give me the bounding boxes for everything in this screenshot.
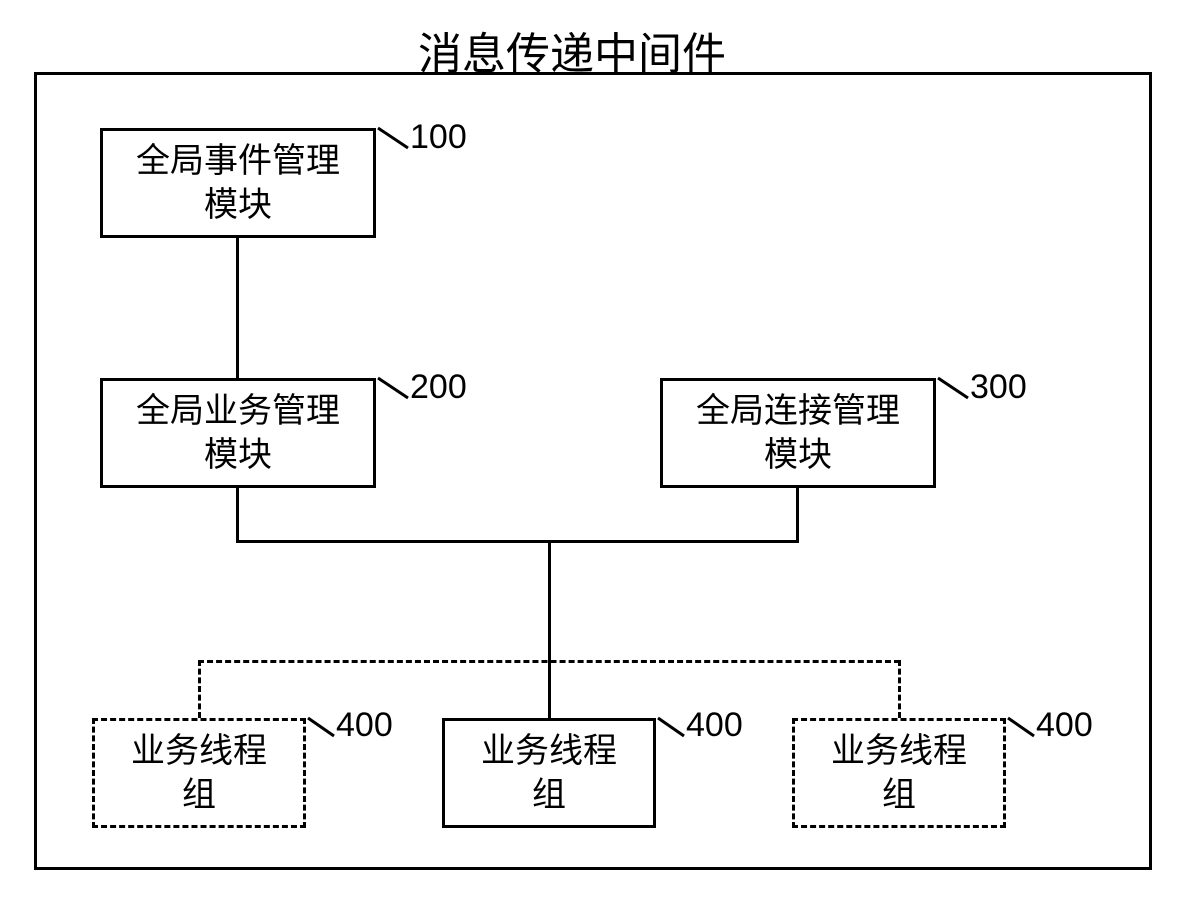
connector [198,660,900,663]
node-text: 业务线程 组 [481,729,617,817]
node-ref-label: 400 [686,706,743,745]
node-n400b: 业务线程 组 [442,718,656,828]
node-ref-label: 200 [410,368,467,407]
connector [198,660,201,718]
connector [236,238,239,378]
node-ref-label: 100 [410,118,467,157]
node-ref-label: 400 [336,706,393,745]
connector [796,488,799,542]
node-text: 业务线程 组 [131,729,267,817]
connector [236,540,799,543]
node-n400a: 业务线程 组 [92,718,306,828]
connector [898,660,901,718]
node-text: 全局业务管理 模块 [136,389,340,477]
node-n300: 全局连接管理 模块 [660,378,936,488]
node-n100: 全局事件管理 模块 [100,128,376,238]
node-n200: 全局业务管理 模块 [100,378,376,488]
node-ref-label: 300 [970,368,1027,407]
connector [548,540,551,718]
node-text: 业务线程 组 [831,729,967,817]
node-ref-label: 400 [1036,706,1093,745]
node-text: 全局事件管理 模块 [136,139,340,227]
connector [236,488,239,542]
node-n400c: 业务线程 组 [792,718,1006,828]
node-text: 全局连接管理 模块 [696,389,900,477]
diagram-title: 消息传递中间件 [418,18,726,82]
